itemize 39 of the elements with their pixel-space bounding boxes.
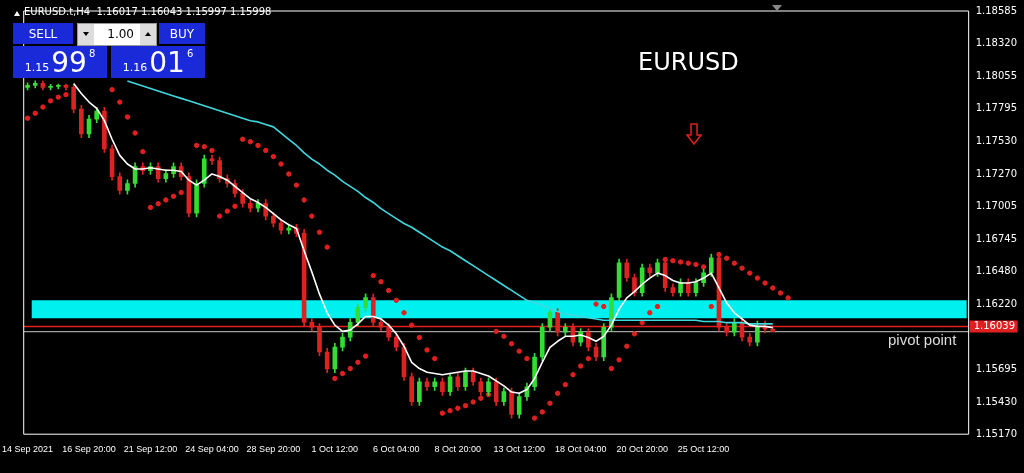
annotation: 99 — [51, 46, 87, 79]
annotation: 8 — [88, 48, 96, 59]
ref-line-label: 1.16039 — [973, 320, 1016, 332]
y-tick-label: 1.15695 — [975, 362, 1018, 374]
text: EURUSD — [638, 48, 739, 76]
y-tick-label: 1.16745 — [975, 232, 1018, 244]
x-tick-label: 24 Sep 04:00 — [185, 444, 239, 455]
x-tick-label: 6 Oct 04:00 — [373, 444, 420, 455]
x-tick-label: 13 Oct 12:00 — [493, 444, 545, 455]
y-tick-label: 1.15170 — [975, 427, 1018, 439]
quantity-field: 1.00 — [77, 23, 157, 46]
x-tick-label: 16 Sep 20:00 — [62, 444, 116, 455]
annotation: 01 — [149, 46, 185, 79]
x-tick-label: 1 Oct 12:00 — [311, 444, 359, 455]
sell-button: SELL — [13, 23, 73, 44]
annotation: 1.15 — [24, 61, 50, 74]
annotation: 1.16 — [122, 61, 148, 74]
y-tick-label: 1.17005 — [975, 200, 1018, 212]
annotation: 6 — [186, 48, 194, 59]
x-tick-label: 28 Sep 20:00 — [246, 444, 301, 455]
y-tick-label: 1.16220 — [975, 297, 1018, 309]
y-tick-label: 1.18320 — [975, 37, 1018, 49]
annotation: pivot point — [888, 331, 957, 348]
y-tick-label: 1.15430 — [975, 395, 1018, 407]
y-tick-label: 1.17270 — [975, 167, 1018, 179]
annotation: 1.00 — [107, 27, 134, 41]
y-tick-label: 1.18055 — [975, 70, 1018, 82]
y-tick-label: 1.17795 — [975, 102, 1018, 114]
x-tick-label: 21 Sep 12:00 — [123, 444, 178, 455]
y-tick-label: 1.18585 — [975, 4, 1018, 16]
chart-subtitle: EURUSD.t,H4 1.16017 1.16043 1.15997 1.15998 — [24, 6, 272, 17]
y-tick-label: 1.17530 — [975, 135, 1018, 147]
buy-button: BUY — [159, 23, 205, 44]
y-tick-label: 1.16480 — [975, 265, 1018, 277]
x-tick-label: 18 Oct 04:00 — [554, 444, 607, 455]
x-tick-label: 14 Sep 2021 — [2, 444, 54, 455]
x-tick-label: 25 Oct 12:00 — [677, 444, 730, 455]
x-tick-label: 8 Oct 20:00 — [434, 444, 482, 455]
x-tick-label: 20 Oct 20:00 — [616, 444, 668, 455]
